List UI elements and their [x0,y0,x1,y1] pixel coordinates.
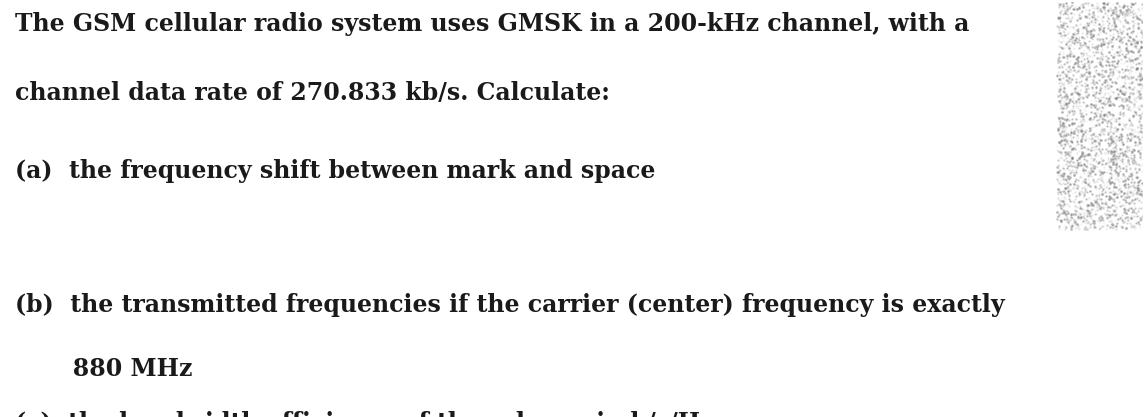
Text: The GSM cellular radio system uses GMSK in a 200-kHz channel, with a: The GSM cellular radio system uses GMSK … [15,13,969,36]
Text: (c)  the bandwidth efficiency of the scheme in b/s/Hz: (c) the bandwidth efficiency of the sche… [15,411,713,417]
Text: 880 MHz: 880 MHz [15,357,192,381]
Text: (a)  the frequency shift between mark and space: (a) the frequency shift between mark and… [15,159,656,183]
Text: (b)  the transmitted frequencies if the carrier (center) frequency is exactly: (b) the transmitted frequencies if the c… [15,293,1004,317]
Text: channel data rate of 270.833 kb/s. Calculate:: channel data rate of 270.833 kb/s. Calcu… [15,80,610,105]
